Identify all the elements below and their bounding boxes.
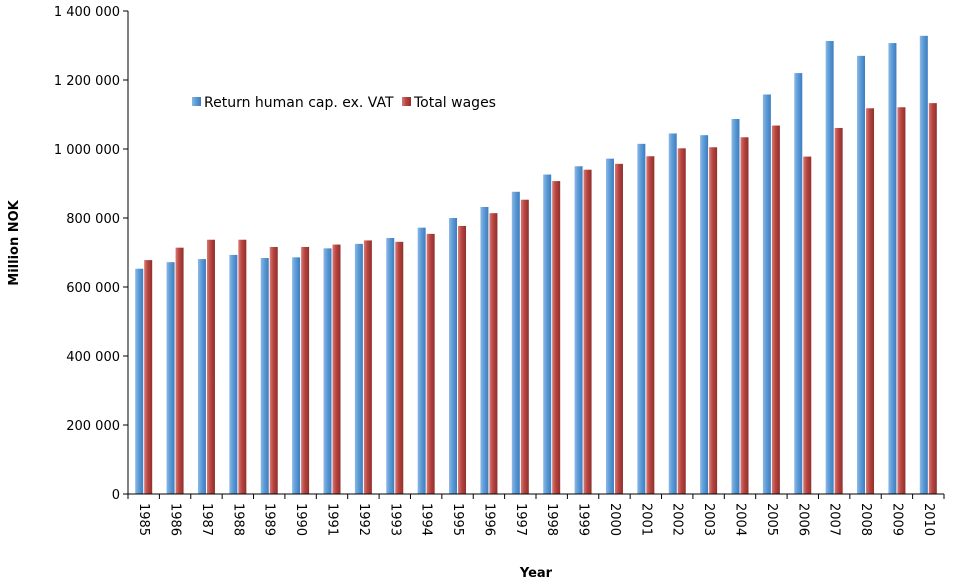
legend: Return human cap. ex. VAT Total wages xyxy=(192,95,496,111)
x-tick-label: 1997 xyxy=(513,503,528,536)
bar-total-wages-2008 xyxy=(866,108,875,494)
bar-return-human-cap-2000 xyxy=(605,158,614,494)
bar-total-wages-2000 xyxy=(614,163,623,494)
bar-return-human-cap-1985 xyxy=(135,268,144,494)
bar-return-human-cap-2005 xyxy=(762,94,771,495)
x-tick-label: 1998 xyxy=(544,503,559,536)
x-tick-label: 1999 xyxy=(576,503,591,536)
legend-swatch-return-human-cap xyxy=(192,97,201,106)
x-tick-label: 2006 xyxy=(795,503,810,536)
bar-total-wages-2002 xyxy=(677,148,686,494)
legend-label-return-human-cap: Return human cap. ex. VAT xyxy=(204,95,394,111)
x-tick-label: 1992 xyxy=(356,503,371,536)
bar-return-human-cap-1993 xyxy=(386,238,395,494)
bar-total-wages-2007 xyxy=(834,127,843,494)
bar-total-wages-2005 xyxy=(771,125,780,494)
y-axis-ticks: 0 200 000 400 000 600 000 800 000 1 000 000 1 … xyxy=(54,5,128,503)
x-tick-label: 1986 xyxy=(168,503,183,536)
x-tick-label: 1996 xyxy=(481,503,496,536)
bar-total-wages-1985 xyxy=(144,260,153,494)
bar-return-human-cap-1997 xyxy=(511,191,520,494)
bar-total-wages-2004 xyxy=(740,137,749,494)
y-tick-label: 600 000 xyxy=(66,281,120,296)
y-axis-title: Million NOK xyxy=(7,199,22,285)
x-tick-label: 1993 xyxy=(387,503,402,536)
bar-total-wages-1998 xyxy=(552,181,561,494)
bar-return-human-cap-2009 xyxy=(888,43,897,495)
bar-return-human-cap-1989 xyxy=(260,258,269,494)
bar-total-wages-1988 xyxy=(238,239,247,494)
bar-total-wages-2010 xyxy=(928,103,937,495)
bar-total-wages-1999 xyxy=(583,169,592,494)
x-tick-label: 1990 xyxy=(293,503,308,536)
bar-return-human-cap-1992 xyxy=(354,243,363,494)
bar-return-human-cap-1987 xyxy=(197,259,206,494)
x-tick-label: 1994 xyxy=(419,503,434,536)
x-tick-label: 2009 xyxy=(889,503,904,536)
bar-return-human-cap-2003 xyxy=(700,135,709,494)
bar-total-wages-1990 xyxy=(301,246,310,494)
bar-return-human-cap-1990 xyxy=(292,257,301,494)
bar-total-wages-1995 xyxy=(458,225,467,494)
bar-return-human-cap-1991 xyxy=(323,248,332,494)
bar-total-wages-2006 xyxy=(803,156,812,494)
y-tick-label: 1 400 000 xyxy=(54,5,120,20)
x-tick-label: 2000 xyxy=(607,503,622,536)
x-axis-ticks: 1985 1986 1987 1988 1989 1990 1991 1992 1993 1994… xyxy=(127,494,945,536)
y-tick-label: 400 000 xyxy=(66,350,120,365)
bar-total-wages-1994 xyxy=(426,233,435,494)
x-tick-label: 2010 xyxy=(921,503,936,536)
bar-total-wages-1986 xyxy=(175,247,184,494)
bar-return-human-cap-1994 xyxy=(417,227,426,494)
x-tick-label: 1988 xyxy=(230,503,245,536)
legend-swatch-total-wages xyxy=(402,97,411,106)
bar-return-human-cap-2010 xyxy=(919,35,928,495)
bar-return-human-cap-2008 xyxy=(857,55,866,494)
y-tick-label: 0 xyxy=(112,488,120,503)
x-tick-label: 2007 xyxy=(827,503,842,536)
bar-return-human-cap-1995 xyxy=(449,218,458,494)
x-tick-label: 2004 xyxy=(733,503,748,536)
y-tick-label: 800 000 xyxy=(66,212,120,227)
bar-total-wages-1997 xyxy=(520,199,529,494)
bar-total-wages-1989 xyxy=(269,246,278,494)
x-tick-label: 1985 xyxy=(136,503,151,536)
bar-total-wages-1993 xyxy=(395,241,404,494)
bar-return-human-cap-1996 xyxy=(480,206,489,494)
bar-total-wages-2009 xyxy=(897,107,906,494)
bar-return-human-cap-2004 xyxy=(731,118,740,495)
bar-total-wages-1992 xyxy=(363,240,372,494)
x-tick-label: 2003 xyxy=(701,503,716,536)
bar-total-wages-2003 xyxy=(709,147,718,494)
bar-total-wages-1991 xyxy=(332,244,341,494)
y-tick-label: 1 000 000 xyxy=(54,143,120,158)
bar-return-human-cap-2007 xyxy=(825,41,834,494)
bar-return-human-cap-1986 xyxy=(166,262,175,494)
x-tick-label: 1989 xyxy=(262,503,277,536)
x-tick-label: 2008 xyxy=(858,503,873,536)
bar-total-wages-1996 xyxy=(489,213,498,495)
x-tick-label: 1995 xyxy=(450,503,465,536)
x-tick-label: 2002 xyxy=(670,503,685,536)
bar-total-wages-2001 xyxy=(646,156,655,494)
bar-return-human-cap-1988 xyxy=(229,254,238,494)
bar-return-human-cap-2002 xyxy=(668,133,677,494)
bar-return-human-cap-2006 xyxy=(794,73,803,494)
y-tick-label: 1 200 000 xyxy=(54,74,120,89)
bars-layer xyxy=(135,35,937,495)
bar-return-human-cap-1998 xyxy=(543,174,552,494)
y-tick-label: 200 000 xyxy=(66,419,120,434)
x-tick-label: 1987 xyxy=(199,503,214,536)
plot-area: 0 200 000 400 000 600 000 800 000 1 000 000 1 … xyxy=(54,5,945,536)
x-tick-label: 1991 xyxy=(325,503,340,536)
x-axis-title: Year xyxy=(519,566,553,581)
bar-return-human-cap-1999 xyxy=(574,166,583,494)
bar-return-human-cap-2001 xyxy=(637,143,646,494)
legend-label-total-wages: Total wages xyxy=(413,95,496,111)
bar-total-wages-1987 xyxy=(206,239,215,494)
x-tick-label: 2001 xyxy=(638,503,653,536)
x-tick-label: 2005 xyxy=(764,503,779,536)
